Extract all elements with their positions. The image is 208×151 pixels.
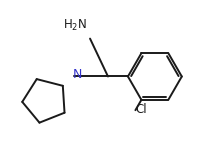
Text: N: N bbox=[73, 68, 82, 81]
Text: H$_2$N: H$_2$N bbox=[63, 18, 87, 33]
Text: Cl: Cl bbox=[136, 103, 147, 116]
